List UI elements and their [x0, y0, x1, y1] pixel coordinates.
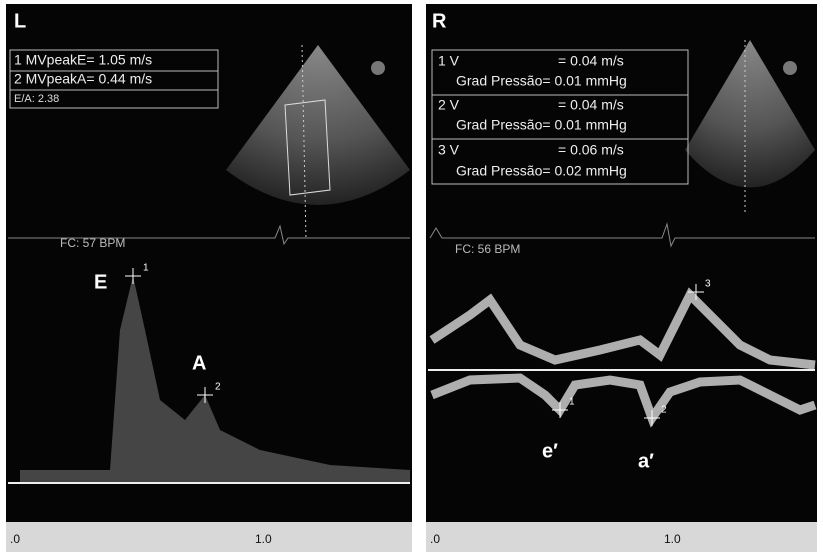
marker-cross — [125, 268, 213, 403]
ultrasound-sector — [226, 45, 410, 205]
right-panel: R 1 V = 0.04 m/s Grad Pressão= 0.01 mmHg… — [426, 4, 817, 552]
marker-number: 2 — [661, 405, 667, 416]
tissue-doppler-upper — [429, 287, 816, 370]
doppler-spectrum — [20, 276, 410, 483]
peak-label: e′ — [542, 440, 558, 462]
velocity-label: 3 V — [438, 142, 460, 158]
gradient: Grad Pressão= 0.02 mmHg — [456, 163, 627, 179]
panel-label: R — [432, 10, 447, 32]
axis-tick-label: 1.0 — [664, 532, 681, 546]
velocity-value: = 0.06 m/s — [558, 142, 624, 158]
panel-label: L — [14, 10, 26, 32]
ecg-trace — [8, 224, 410, 246]
heart-rate: FC: 56 BPM — [455, 242, 520, 256]
ratio: E/A: 2.38 — [14, 93, 59, 105]
gradient: Grad Pressão= 0.01 mmHg — [456, 117, 627, 133]
peak-label: A — [192, 352, 206, 374]
measurement-box — [431, 138, 689, 185]
indicator — [371, 61, 385, 75]
axis-tick-label: .0 — [10, 532, 20, 546]
heart-rate: FC: 57 BPM — [60, 236, 125, 250]
measurement: 1 MVpeakE= 1.05 m/s — [14, 52, 152, 68]
velocity-label: 1 V — [438, 53, 460, 69]
sample-box — [284, 99, 331, 196]
marker-number: 1 — [569, 397, 575, 408]
axis-tick-label: 1.0 — [255, 532, 272, 546]
velocity-label: 2 V — [438, 97, 460, 113]
axis-tick-label: .0 — [430, 532, 440, 546]
peak-label: E — [94, 271, 107, 293]
marker-cross — [552, 284, 704, 426]
marker-number: 3 — [705, 279, 711, 290]
gradient: Grad Pressão= 0.01 mmHg — [456, 73, 627, 89]
peak-label: a′ — [638, 450, 654, 472]
ultrasound-sector — [685, 40, 815, 188]
marker-number: 2 — [215, 382, 221, 393]
marker-number: 1 — [143, 263, 149, 274]
velocity-value: = 0.04 m/s — [558, 97, 624, 113]
indicator — [783, 61, 797, 75]
measurement-box — [9, 89, 219, 109]
time-axis — [426, 522, 817, 552]
velocity-value: = 0.04 m/s — [558, 53, 624, 69]
ecg-trace — [429, 222, 815, 248]
measurement: 2 MVpeakA= 0.44 m/s — [14, 71, 152, 87]
left-panel: L 1 MVpeakE= 1.05 m/s 2 MVpeakA= 0.44 m/… — [6, 4, 412, 552]
tissue-doppler-lower — [430, 373, 817, 428]
time-axis — [6, 522, 412, 552]
